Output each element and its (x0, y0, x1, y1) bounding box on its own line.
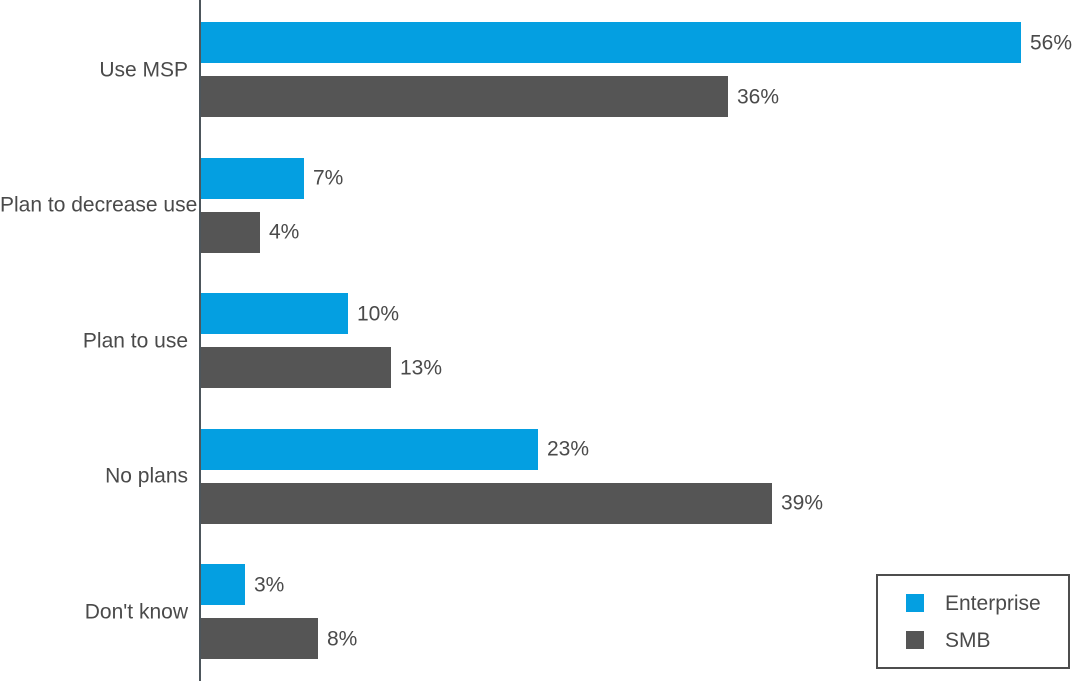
value-label-smb-1: 36% (737, 85, 780, 108)
value-label-enterprise-2: 7% (313, 166, 344, 190)
legend-item-smb: SMB (906, 630, 1068, 651)
legend-item-enterprise: Enterprise (906, 593, 1068, 614)
bar-enterprise-1 (201, 22, 1021, 63)
bar-enterprise-3 (201, 293, 348, 334)
value-label-enterprise-5: 3% (254, 573, 285, 596)
value-label-smb-4: 39% (781, 491, 824, 515)
category-label: Plan to decrease use (0, 193, 198, 217)
bar-enterprise-2 (201, 157, 304, 199)
legend-label-smb: SMB (945, 628, 991, 652)
bar-smb-2 (201, 211, 260, 253)
value-label-enterprise-1: 56% (1030, 31, 1073, 54)
legend-label-enterprise: Enterprise (945, 591, 1041, 615)
category-label: Plan to use (82, 329, 188, 352)
value-label-enterprise-3: 10% (357, 302, 400, 325)
category-label: No plans (105, 464, 188, 488)
bar-smb-5 (201, 618, 318, 659)
category-labels-column: Use MSP Plan to decrease use Plan to use No… (0, 0, 198, 681)
category-label: Don't know (84, 600, 188, 623)
legend: Enterprise SMB (876, 574, 1070, 669)
value-label-enterprise-4: 23% (547, 437, 590, 461)
value-label-smb-2: 4% (269, 220, 300, 244)
value-label-smb-5: 8% (327, 627, 358, 650)
enterprise-color-swatch (906, 594, 924, 612)
bar-smb-4 (201, 482, 772, 524)
value-label-smb-3: 13% (400, 356, 443, 379)
bar-smb-1 (201, 76, 728, 117)
category-label: Use MSP (99, 58, 188, 81)
bar-enterprise-4 (201, 428, 538, 470)
smb-color-swatch (906, 631, 924, 649)
y-axis-line (199, 0, 201, 681)
plot-area: 56% 36% 7% 4% 10% 13% 23% 39% 3% 8% (201, 0, 1080, 681)
bar-smb-3 (201, 347, 391, 388)
bar-enterprise-5 (201, 564, 245, 605)
